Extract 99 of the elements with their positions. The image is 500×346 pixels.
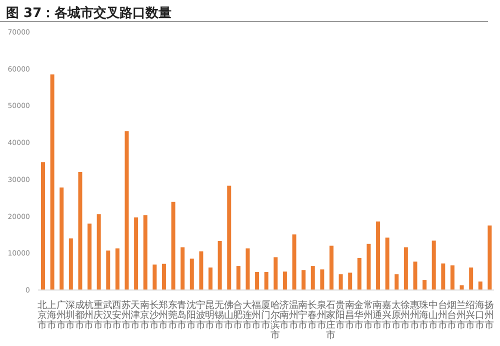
- x-tick-label: 无锡市: [213, 300, 224, 331]
- x-tick-label: 宁波市: [196, 299, 206, 331]
- bar: [338, 274, 343, 290]
- bar: [357, 258, 362, 290]
- x-tick-label: 东莞市: [168, 299, 178, 331]
- bar: [264, 272, 268, 290]
- bar: [404, 247, 408, 290]
- x-tick-label: 济南市: [280, 299, 290, 331]
- x-tick-label: 泉州市: [316, 299, 327, 331]
- bar: [488, 226, 492, 290]
- bar: [78, 172, 82, 290]
- x-tick-label: 温州市: [288, 299, 299, 331]
- x-tick-label: 武汉市: [102, 299, 113, 331]
- bar: [282, 272, 287, 290]
- bar: [218, 240, 222, 290]
- x-tick-label: 佛山市: [224, 300, 234, 331]
- bar: [143, 215, 148, 290]
- bar: [450, 265, 454, 290]
- x-tick-label: 长沙市: [149, 299, 160, 331]
- bar: [134, 217, 138, 290]
- x-tick-label: 石家庄市: [326, 300, 336, 341]
- x-tick-label: 深圳市: [64, 299, 76, 331]
- x-tick-label: 南通市: [372, 299, 383, 331]
- x-tick-label: 常州市: [363, 299, 374, 331]
- bar: [255, 272, 260, 290]
- bar: [366, 244, 371, 290]
- x-tick-label: 福州市: [252, 299, 262, 331]
- x-tick-label: 广州市: [56, 299, 66, 331]
- x-tick-label: 昆明市: [205, 300, 216, 331]
- x-tick-label: 沈阳市: [186, 299, 197, 331]
- x-tick-label: 海口市: [475, 299, 486, 331]
- x-tick-label: 天津市: [130, 300, 141, 331]
- bar: [302, 270, 306, 290]
- bar: [478, 282, 482, 290]
- chart-title: 图 37：各城市交叉路口数量: [0, 0, 488, 22]
- bar: [413, 262, 418, 290]
- bar: [460, 285, 464, 290]
- x-tick-label: 珠海市: [419, 299, 430, 331]
- x-tick-label: 惠州市: [408, 299, 420, 331]
- x-tick-label: 台州市: [438, 299, 448, 331]
- bar: [208, 268, 213, 290]
- bar: [236, 266, 240, 290]
- bar: [432, 240, 436, 290]
- x-tick-label: 中山市: [428, 299, 439, 331]
- x-tick-label: 大连市: [242, 299, 252, 331]
- x-tick-label: 长春市: [308, 299, 318, 331]
- x-tick-label: 杭州市: [83, 299, 94, 331]
- x-tick-label: 烟台市: [447, 299, 458, 331]
- bar: [190, 258, 194, 290]
- bar: [106, 250, 110, 290]
- x-tick-label: 南昌市: [344, 299, 355, 331]
- bar: [41, 162, 45, 290]
- x-tick-label: 重庆市: [93, 299, 104, 331]
- x-tick-label: 合肥市: [233, 299, 244, 331]
- bar: [180, 247, 185, 290]
- x-tick-label: 太原市: [391, 299, 402, 331]
- bar: [68, 238, 73, 290]
- bar: [96, 214, 101, 290]
- x-tick-label: 成都市: [74, 299, 85, 331]
- x-tick-label: 哈尔滨市: [270, 299, 280, 341]
- bar: [376, 221, 380, 290]
- bar: [329, 246, 334, 290]
- x-tick-label: 西安市: [112, 300, 122, 331]
- bar: [310, 266, 315, 290]
- bar: [124, 131, 129, 290]
- bar: [152, 264, 157, 290]
- x-tick-label: 郑州市: [158, 299, 169, 331]
- bar: [171, 202, 176, 290]
- bar: [274, 257, 278, 290]
- x-tick-label: 嘉兴市: [382, 299, 392, 331]
- bar: [422, 280, 427, 290]
- x-tick-label: 南宁市: [298, 299, 308, 331]
- bar: [469, 268, 474, 290]
- bar: [60, 188, 64, 290]
- x-tick-label: 苏州市: [121, 299, 132, 331]
- bar: [292, 234, 296, 290]
- bar: [199, 251, 204, 290]
- x-tick-label: 徐州市: [400, 299, 411, 331]
- x-tick-label: 扬州市: [484, 299, 494, 331]
- bar: [320, 269, 324, 290]
- bar: [50, 74, 54, 290]
- bar: [441, 263, 446, 290]
- bar: [394, 274, 399, 290]
- bar: [348, 272, 352, 290]
- bar: [246, 248, 250, 290]
- bar: [227, 186, 232, 290]
- x-tick-label: 贵阳市: [335, 299, 346, 331]
- x-tick-label: 兰州市: [456, 299, 466, 331]
- x-tick-label: 绍兴市: [466, 299, 476, 331]
- x-tick-label: 北京市: [38, 299, 48, 331]
- x-tick-label: 金华市: [354, 299, 364, 331]
- x-tick-label: 厦门市: [261, 300, 271, 331]
- x-tick-label: 南京市: [140, 299, 150, 331]
- bar: [115, 248, 120, 290]
- bar: [162, 264, 166, 290]
- x-tick-label: 上海市: [46, 299, 57, 331]
- bar: [385, 238, 390, 290]
- bar: [88, 224, 92, 290]
- x-tick-label: 青岛市: [177, 299, 188, 331]
